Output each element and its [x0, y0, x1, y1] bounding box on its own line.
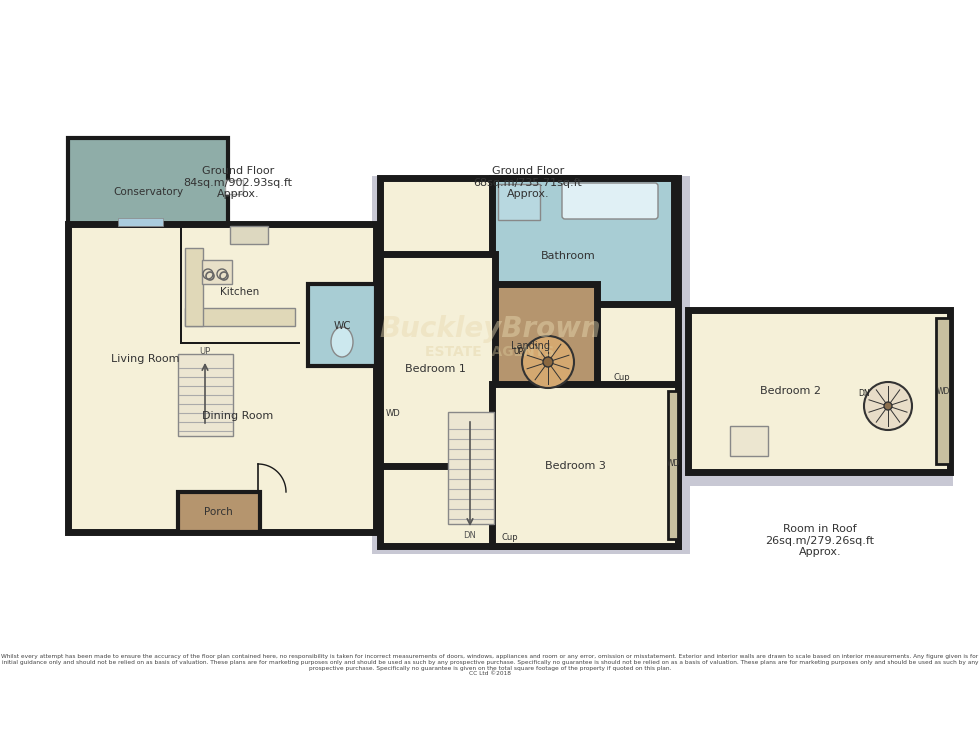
Bar: [498, 184, 540, 220]
Text: Porch: Porch: [204, 507, 232, 517]
Text: Room in Roof
26sq.m/279.26sq.ft
Approx.: Room in Roof 26sq.m/279.26sq.ft Approx.: [765, 524, 874, 557]
Text: WD: WD: [385, 410, 401, 418]
Text: Whilst every attempt has been made to ensure the accuracy of the floor plan cont: Whilst every attempt has been made to en…: [1, 654, 979, 677]
Bar: [202, 260, 232, 284]
Text: UP: UP: [513, 347, 523, 357]
Text: Dining Room: Dining Room: [203, 411, 273, 421]
Bar: [372, 176, 690, 554]
Text: Ground Floor
68sq.m/735.71sq.ft
Approx.: Ground Floor 68sq.m/735.71sq.ft Approx.: [473, 166, 582, 199]
FancyBboxPatch shape: [562, 183, 658, 219]
Text: Bedroom 2: Bedroom 2: [760, 386, 820, 396]
Text: Ground Floor
84sq.m/902.93sq.ft
Approx.: Ground Floor 84sq.m/902.93sq.ft Approx.: [183, 166, 292, 199]
Bar: [380, 254, 495, 466]
Text: WD: WD: [666, 459, 680, 468]
Bar: [730, 426, 768, 456]
Text: Cup: Cup: [502, 534, 518, 542]
Text: Living Room: Living Room: [111, 354, 179, 364]
Text: WD: WD: [936, 387, 950, 396]
Text: Cup: Cup: [613, 374, 630, 382]
Bar: [492, 384, 678, 546]
Bar: [492, 284, 597, 386]
Bar: [178, 354, 233, 436]
Bar: [936, 318, 950, 464]
Bar: [185, 308, 295, 326]
Text: Landing: Landing: [511, 341, 550, 351]
Text: DN: DN: [858, 390, 870, 399]
Circle shape: [884, 402, 892, 410]
Text: UP: UP: [199, 346, 211, 355]
Text: Bedroom 1: Bedroom 1: [405, 364, 465, 374]
Text: Bathroom: Bathroom: [541, 251, 596, 261]
Bar: [180, 226, 182, 344]
Bar: [308, 284, 376, 366]
Bar: [380, 178, 678, 546]
Bar: [688, 310, 950, 472]
Bar: [230, 226, 268, 244]
Text: BuckleyBrown: BuckleyBrown: [379, 315, 601, 343]
Bar: [225, 180, 243, 194]
Bar: [118, 218, 163, 226]
Bar: [675, 308, 953, 486]
Bar: [668, 391, 678, 539]
Bar: [180, 342, 300, 344]
Bar: [448, 412, 494, 524]
Text: Conservatory: Conservatory: [113, 187, 183, 197]
Text: DN: DN: [464, 531, 476, 540]
Circle shape: [543, 357, 553, 367]
Bar: [178, 492, 260, 532]
Text: Bedroom 3: Bedroom 3: [545, 461, 606, 471]
Bar: [68, 138, 228, 246]
Bar: [185, 248, 203, 326]
Circle shape: [864, 382, 912, 430]
Bar: [68, 224, 376, 532]
Circle shape: [522, 336, 574, 388]
Text: ESTATE  AGENTS: ESTATE AGENTS: [425, 345, 555, 359]
Ellipse shape: [331, 327, 353, 357]
Bar: [492, 178, 674, 304]
Text: WC: WC: [333, 321, 351, 331]
Text: Kitchen: Kitchen: [220, 287, 260, 297]
